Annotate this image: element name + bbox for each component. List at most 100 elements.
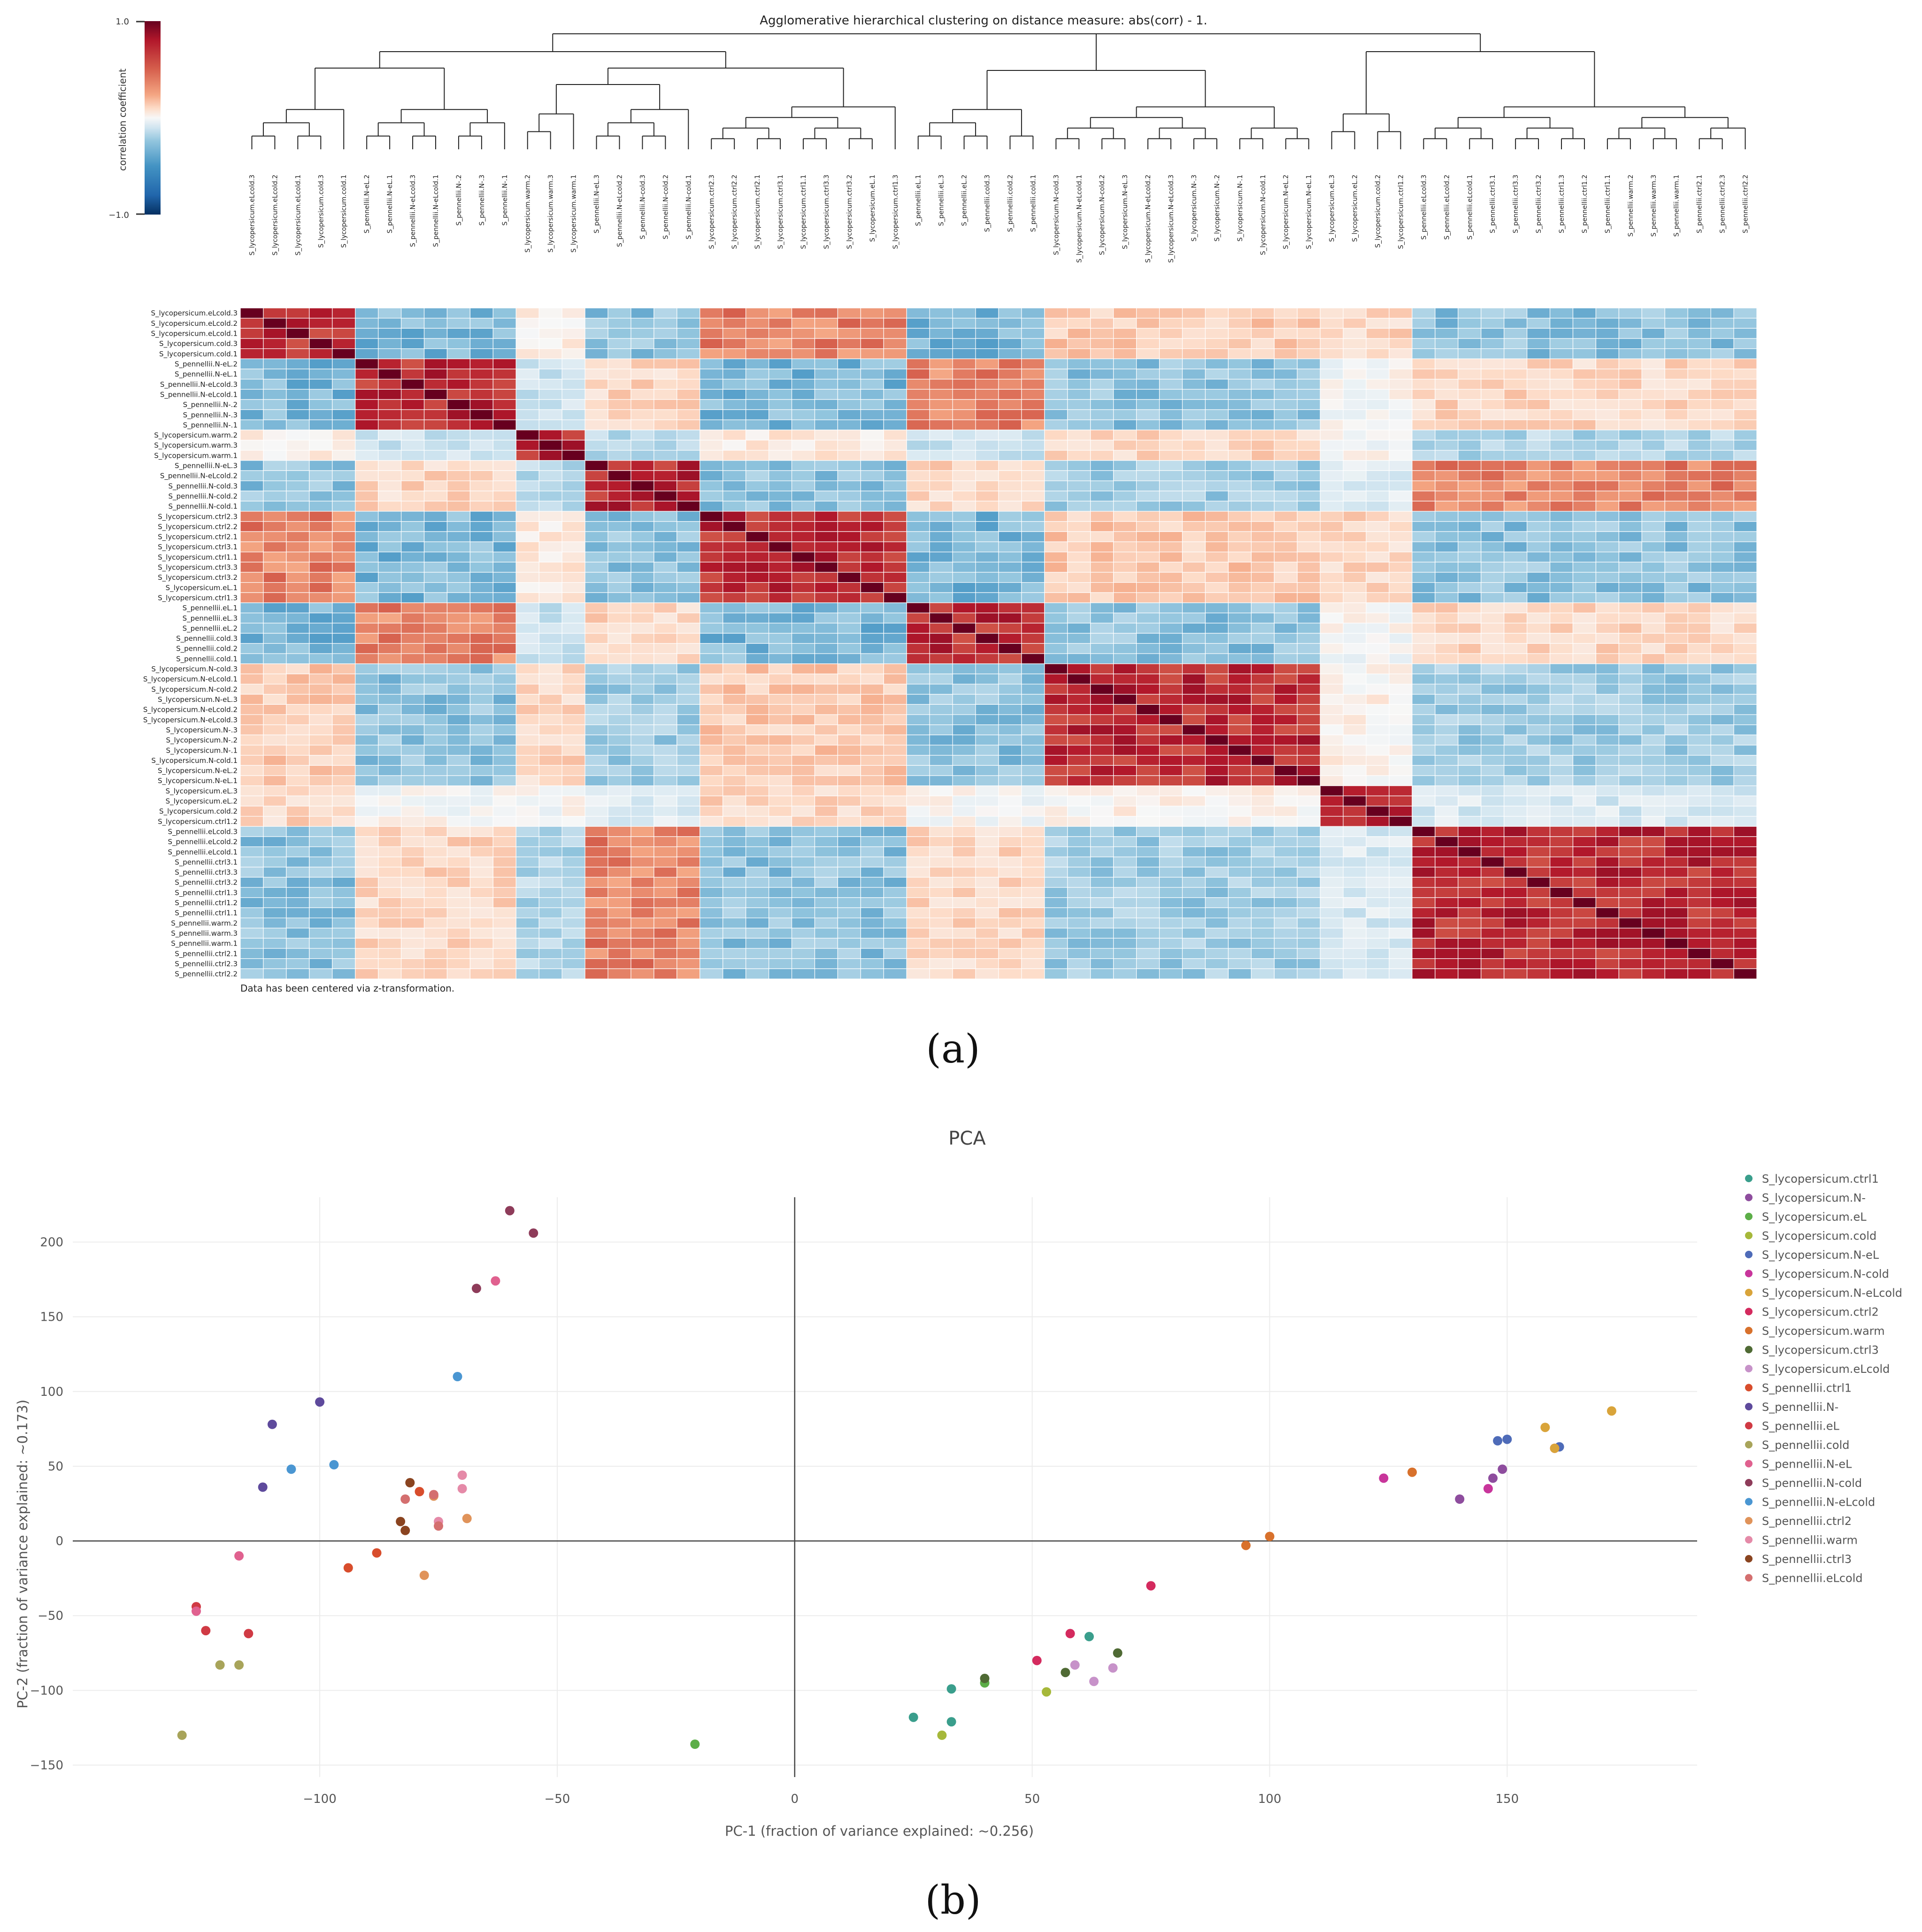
heatmap-cell: [469, 968, 493, 979]
heatmap-cell: [998, 938, 1022, 949]
heatmap-cell: [1549, 328, 1574, 339]
heatmap-cell: [677, 684, 700, 695]
heatmap-cell: [1527, 643, 1551, 654]
heatmap-cell: [1274, 653, 1298, 664]
heatmap-cells: [240, 308, 1757, 979]
heatmap-cell: [584, 318, 608, 329]
heatmap-cell: [1228, 694, 1252, 705]
heatmap-cell: [1664, 531, 1688, 542]
heatmap-cell: [492, 928, 516, 939]
heatmap-cell: [1044, 694, 1068, 705]
heatmap-cell: [1527, 358, 1551, 369]
heatmap-cell: [332, 714, 356, 725]
heatmap-cell: [837, 958, 861, 969]
heatmap-cell: [355, 399, 379, 410]
heatmap-cell: [998, 562, 1022, 573]
heatmap-cell: [355, 755, 379, 766]
heatmap-cell: [1021, 877, 1045, 888]
heatmap-cell: [355, 552, 379, 562]
heatmap-cell: [630, 745, 654, 756]
column-label: S_pennellii.cold.2: [1007, 175, 1014, 232]
heatmap-cell: [1021, 308, 1045, 319]
heatmap-cell: [309, 846, 333, 857]
heatmap-cell: [332, 439, 356, 451]
heatmap-cell: [355, 917, 379, 929]
heatmap-cell: [630, 928, 654, 939]
heatmap-cell: [1641, 806, 1665, 817]
heatmap-cell: [492, 430, 516, 441]
heatmap-cell: [860, 938, 884, 949]
heatmap-cell: [1687, 734, 1711, 746]
heatmap-cell: [240, 582, 264, 593]
heatmap-cell: [1389, 653, 1413, 664]
heatmap-cell: [1090, 552, 1114, 562]
heatmap-cell: [1343, 338, 1367, 349]
heatmap-cell: [1274, 775, 1298, 786]
column-label: S_pennellii.N-cold.3: [639, 175, 646, 239]
heatmap-cell: [1664, 399, 1688, 410]
heatmap-cell: [746, 460, 769, 471]
heatmap-cell: [700, 430, 723, 441]
heatmap-cell: [1710, 704, 1734, 715]
heatmap-cell: [1710, 806, 1734, 817]
heatmap-cell: [1251, 348, 1275, 359]
heatmap-cell: [1366, 552, 1390, 562]
heatmap-cell: [1251, 491, 1275, 501]
heatmap-cell: [1664, 460, 1688, 471]
heatmap-cell: [998, 907, 1022, 918]
legend-entry: S_lycopersicum.cold: [1762, 1230, 1876, 1243]
heatmap-cell: [400, 389, 425, 400]
heatmap-cell: [1320, 663, 1344, 675]
heatmap-cell: [332, 673, 356, 685]
heatmap-cell: [1572, 673, 1597, 685]
heatmap-cell: [1090, 439, 1114, 451]
heatmap-cell: [446, 358, 470, 369]
heatmap-cell: [814, 409, 838, 420]
heatmap-cell: [607, 907, 631, 918]
heatmap-cell: [1412, 450, 1436, 461]
heatmap-cell: [332, 491, 356, 501]
heatmap-cell: [240, 358, 264, 369]
heatmap-cell: [561, 491, 585, 501]
heatmap-cell: [423, 348, 448, 359]
heatmap-cell: [607, 806, 631, 817]
heatmap-cell: [1710, 450, 1734, 461]
heatmap-cell: [883, 785, 907, 796]
column-label: S_pennellii.ctrl1.1: [1604, 175, 1612, 233]
heatmap-cell: [332, 917, 356, 929]
heatmap-cell: [1251, 704, 1275, 715]
heatmap-cell: [1274, 552, 1298, 562]
heatmap-cell: [1595, 572, 1619, 583]
heatmap-cell: [561, 470, 585, 481]
heatmap-cell: [1274, 917, 1298, 929]
heatmap-cell: [700, 612, 723, 623]
heatmap-cell: [814, 521, 838, 532]
heatmap-cell: [1159, 389, 1183, 400]
heatmap-cell: [1090, 795, 1114, 807]
heatmap-cell: [263, 439, 287, 451]
heatmap-cell: [1366, 562, 1390, 573]
heatmap-cell: [400, 826, 425, 837]
heatmap-cell: [1182, 684, 1206, 695]
heatmap-cell: [469, 399, 493, 410]
heatmap-cell: [1572, 877, 1597, 888]
heatmap-cell: [400, 419, 425, 431]
heatmap-cell: [723, 856, 746, 868]
heatmap-cell: [1136, 917, 1160, 929]
heatmap-cell: [446, 338, 470, 349]
heatmap-cell: [1021, 938, 1045, 949]
heatmap-cell: [1021, 430, 1045, 441]
heatmap-cell: [700, 521, 723, 532]
heatmap-cell: [1021, 846, 1045, 857]
heatmap-cell: [1549, 450, 1574, 461]
heatmap-cell: [469, 724, 493, 735]
heatmap-cell: [378, 734, 402, 746]
heatmap-cell: [400, 734, 425, 746]
heatmap-cell: [1572, 521, 1597, 532]
heatmap-cell: [860, 968, 884, 979]
heatmap-cell: [1733, 684, 1757, 695]
heatmap-cell: [1044, 572, 1068, 583]
heatmap-cell: [975, 684, 999, 695]
heatmap-cell: [584, 511, 608, 522]
heatmap-cell: [1435, 338, 1459, 349]
